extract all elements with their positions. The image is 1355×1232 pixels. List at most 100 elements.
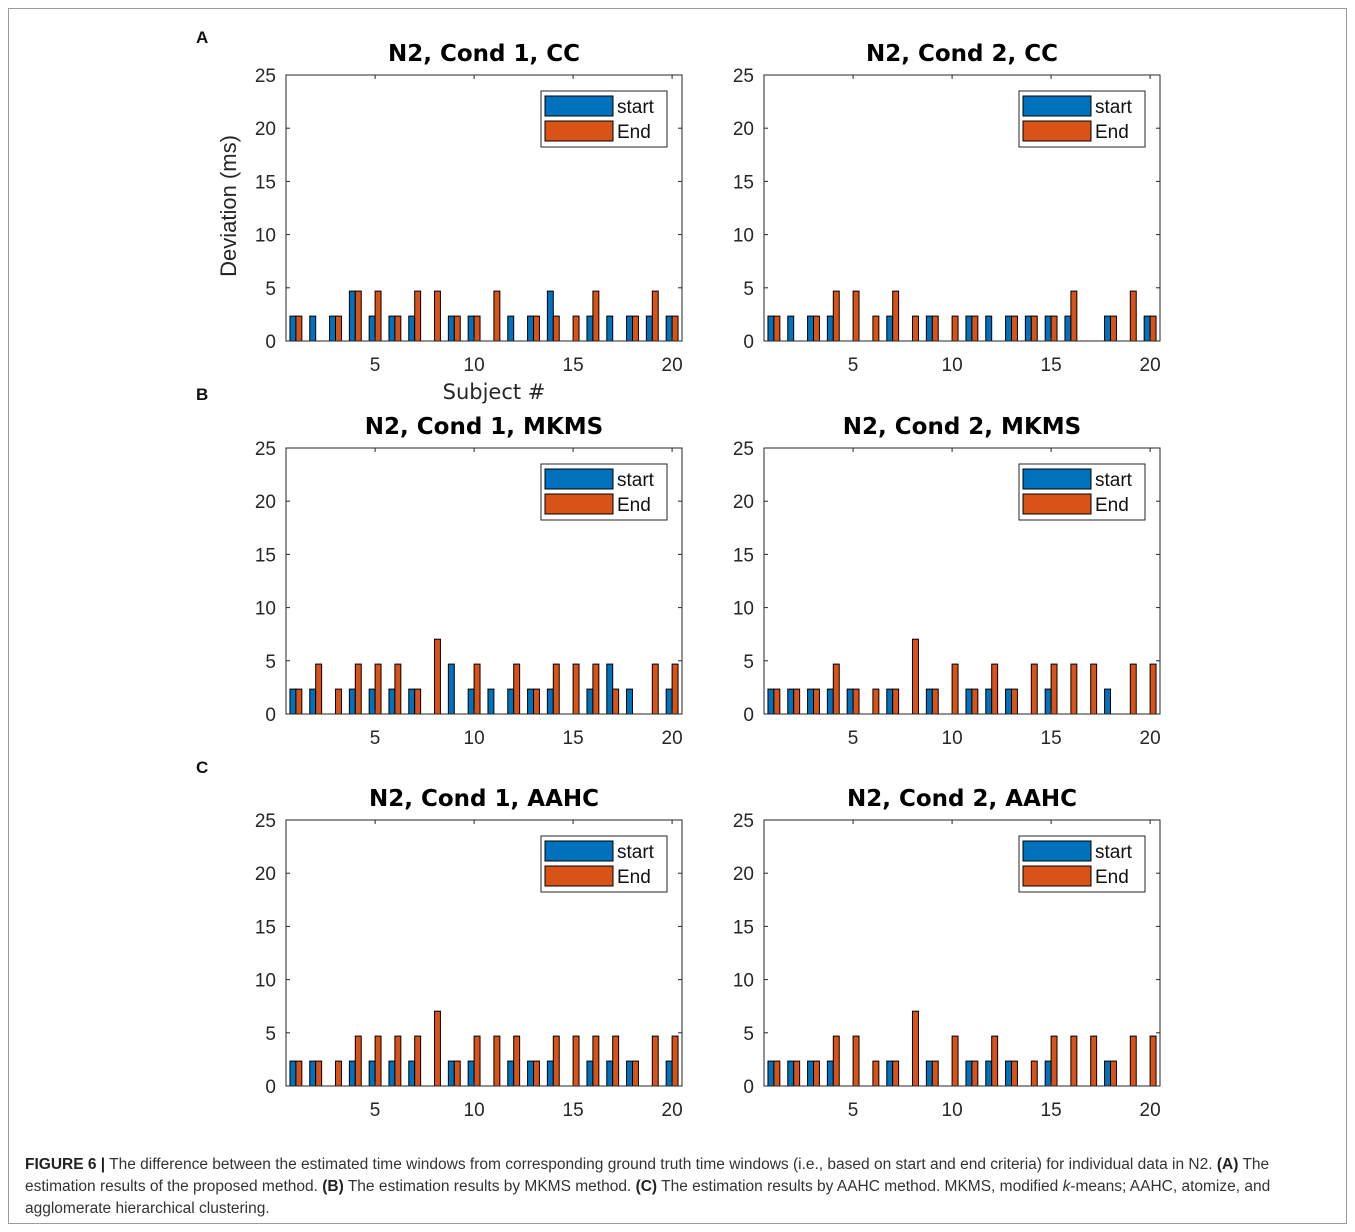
bar-start (309, 315, 317, 342)
x-tick-label: 15 (1041, 728, 1062, 749)
bar-end (335, 315, 342, 342)
bar-end (1050, 663, 1058, 715)
bar-end (1090, 1035, 1098, 1087)
bar-start (1104, 1060, 1112, 1087)
chart-title: N2, Cond 1, AAHC (369, 786, 599, 812)
bar-end (1149, 315, 1157, 342)
bar-end (671, 1035, 679, 1087)
bar-start (807, 688, 814, 715)
bar-end (773, 688, 781, 715)
x-tick-label: 5 (370, 1100, 381, 1121)
bar-end (951, 315, 959, 342)
x-tick-label: 20 (662, 1100, 683, 1121)
bar-end (872, 688, 880, 715)
bar-start (665, 688, 673, 715)
chart-5: N2, Cond 1, AAHC 0 5 10 15 20 25 5 10 15 20 start En… (255, 786, 683, 1121)
bar-start (985, 688, 993, 715)
y-tick-label: 0 (265, 332, 276, 353)
legend-label-start: start (617, 470, 655, 491)
y-tick-label: 0 (743, 705, 754, 726)
bar-end (971, 688, 979, 715)
bar-start (965, 688, 973, 715)
legend-swatch-start (1022, 95, 1092, 117)
panel-letter-c: C (196, 758, 208, 777)
x-tick-label: 10 (464, 728, 485, 749)
bar-end (852, 290, 860, 342)
x-tick-label: 20 (662, 355, 683, 376)
bar-end (1030, 1060, 1038, 1087)
x-tick-label: 10 (464, 1100, 485, 1121)
bar-end (813, 688, 820, 715)
bar-end (793, 688, 801, 715)
legend-swatch-start (1022, 468, 1092, 490)
bar-start (925, 688, 933, 715)
bar-end (971, 1060, 979, 1087)
legend: start End (540, 90, 668, 148)
chart-2: N2, Cond 2, CC 0 5 10 15 20 25 5 10 15 20 start End (733, 41, 1161, 376)
bar-end (493, 290, 501, 342)
bar-end (991, 1035, 999, 1087)
bar-end (552, 663, 560, 715)
bar-start (467, 315, 475, 342)
bar-end (1129, 663, 1137, 715)
plot-area-box (285, 447, 683, 715)
bar-end (414, 290, 422, 342)
x-tick-label: 15 (563, 355, 584, 376)
bar-start (309, 688, 317, 715)
plot-area-box (285, 74, 683, 342)
figure-caption: FIGURE 6 | The difference between the es… (25, 1154, 1330, 1220)
bar-end (852, 688, 860, 715)
bar-end (872, 315, 880, 342)
chart-3: N2, Cond 1, MKMS 0 5 10 15 20 25 5 10 15 20 start En… (255, 414, 683, 749)
bar-end (453, 1060, 461, 1087)
y-tick-label: 10 (255, 226, 276, 247)
bar-start (527, 688, 534, 715)
bar-end (1030, 315, 1038, 342)
y-tick-label: 20 (255, 119, 276, 140)
bar-start (586, 1060, 594, 1087)
legend-swatch-start (1022, 840, 1092, 862)
bar-end (832, 663, 840, 715)
bar-start (447, 1060, 455, 1087)
bar-end (931, 688, 939, 715)
bar-start (309, 1060, 317, 1087)
bar-start (289, 688, 297, 715)
bar-end (671, 663, 679, 715)
bar-start (1143, 315, 1151, 342)
bar-end (374, 290, 382, 342)
bar-start (767, 1060, 775, 1087)
x-tick-label: 20 (1140, 728, 1161, 749)
y-tick-label: 15 (733, 172, 754, 193)
bar-start (886, 315, 894, 342)
bar-start (348, 688, 356, 715)
bar-start (925, 315, 933, 342)
bar-end (572, 1035, 580, 1087)
bar-start (985, 315, 993, 342)
bar-start (388, 315, 396, 342)
bar-end (1149, 663, 1157, 715)
legend-label-end: End (617, 122, 651, 143)
caption-k: k (1062, 1178, 1071, 1195)
bar-end (671, 315, 679, 342)
bar-start (388, 1060, 396, 1087)
y-tick-label: 5 (743, 1024, 754, 1045)
bar-end (1129, 1035, 1137, 1087)
y-tick-label: 25 (733, 439, 754, 460)
bar-start (586, 688, 594, 715)
chart-title: N2, Cond 1, CC (388, 41, 580, 67)
bar-end (572, 663, 580, 715)
bar-end (651, 663, 659, 715)
bar-start (546, 1060, 554, 1087)
y-tick-label: 15 (255, 917, 276, 938)
x-tick-label: 5 (848, 355, 859, 376)
y-axis-label: Deviation (ms) (216, 135, 241, 277)
bar-start (1044, 1060, 1052, 1087)
x-tick-label: 15 (1041, 355, 1062, 376)
bar-end (533, 1060, 540, 1087)
y-tick-label: 20 (255, 864, 276, 885)
bar-start (289, 1060, 297, 1087)
bar-end (1050, 315, 1058, 342)
bar-end (592, 663, 600, 715)
bar-start (626, 1060, 633, 1087)
y-tick-label: 0 (265, 705, 276, 726)
